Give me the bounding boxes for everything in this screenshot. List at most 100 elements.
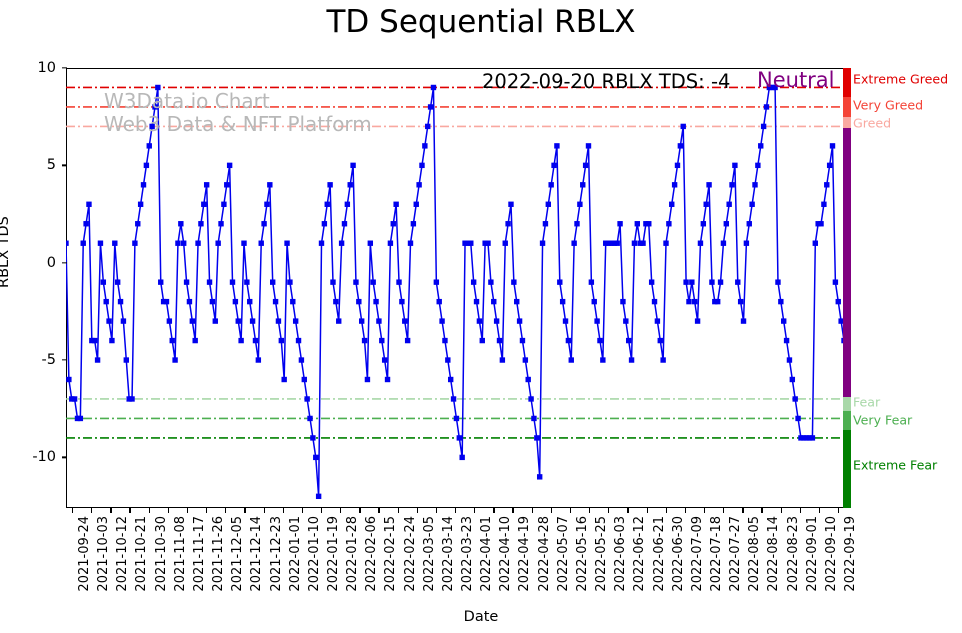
x-axis-tick-label: 2022-02-24 <box>402 516 418 592</box>
x-axis-tick-mark <box>416 508 418 513</box>
data-point <box>215 240 221 246</box>
data-point <box>155 84 161 91</box>
x-axis-tick-mark <box>186 508 189 513</box>
data-point <box>568 357 574 363</box>
y-axis-tick-label: 0 <box>46 254 56 271</box>
data-point <box>310 435 316 441</box>
data-point <box>712 298 718 305</box>
x-axis-tick-mark <box>608 508 610 513</box>
data-point <box>591 298 597 305</box>
x-axis-tick-label: 2022-03-05 <box>421 516 437 592</box>
colorbar-segment <box>843 430 851 508</box>
data-point <box>100 279 107 285</box>
x-axis-tick-mark <box>148 508 150 513</box>
x-axis-tick-label: 2022-07-18 <box>708 516 724 592</box>
data-point <box>514 298 520 305</box>
zone-label-extreme-fear: Extreme Fear <box>853 457 938 473</box>
data-point <box>402 318 408 324</box>
data-point <box>419 162 425 169</box>
x-axis-tick-label: 2021-12-14 <box>249 516 265 592</box>
data-point <box>737 298 744 305</box>
data-point <box>140 182 147 188</box>
data-point <box>212 318 218 324</box>
data-point <box>571 240 577 246</box>
data-point <box>666 221 672 227</box>
x-axis-tick-mark <box>263 508 265 513</box>
data-point <box>462 240 468 246</box>
y-axis-tick-label: 10 <box>37 60 56 76</box>
x-axis-tick-label: 2022-05-25 <box>594 516 610 592</box>
current-value-annotation: 2022-09-20 RBLX TDS: -4 <box>482 70 731 93</box>
data-point <box>307 415 313 422</box>
data-point <box>209 298 216 305</box>
x-axis-tick-mark <box>340 508 342 513</box>
data-point <box>373 298 379 305</box>
x-axis-tick-mark <box>665 508 667 513</box>
data-point <box>252 337 259 344</box>
tds-series-line <box>66 86 844 497</box>
data-point <box>255 357 262 363</box>
data-point <box>565 337 572 344</box>
data-point <box>358 318 365 324</box>
data-point <box>267 182 273 188</box>
x-axis-tick-mark <box>206 508 208 513</box>
data-point <box>700 221 707 227</box>
zone-label-extreme-greed: Extreme Greed <box>853 71 949 87</box>
x-axis-tick-label: 2022-01-01 <box>287 516 303 592</box>
x-axis-tick-label: 2022-09-19 <box>843 516 858 592</box>
data-point <box>281 376 287 383</box>
data-point <box>364 376 371 383</box>
data-point <box>450 396 457 402</box>
x-axis-tick-label: 2021-11-26 <box>211 516 227 592</box>
zone-label-greed: Greed <box>853 115 892 131</box>
x-axis-tick-mark <box>512 508 514 513</box>
data-point <box>353 279 359 285</box>
data-point <box>338 240 345 246</box>
data-point <box>611 240 618 246</box>
data-point <box>416 182 422 188</box>
x-axis-tick-mark <box>742 508 744 513</box>
data-point <box>516 318 523 324</box>
data-point <box>697 240 704 246</box>
x-axis-tick-mark <box>569 508 572 513</box>
data-point <box>838 318 844 324</box>
x-axis-tick-mark <box>91 508 93 513</box>
data-point <box>247 298 253 305</box>
data-point <box>390 221 396 227</box>
data-point <box>835 298 841 305</box>
data-point <box>94 357 101 363</box>
data-point <box>821 201 827 207</box>
data-point <box>114 279 121 285</box>
x-axis-tick-label: 2022-01-28 <box>345 516 361 592</box>
data-point <box>628 357 635 363</box>
data-point <box>539 240 546 246</box>
data-point <box>241 240 247 246</box>
data-point <box>792 396 798 402</box>
data-point <box>781 318 787 324</box>
data-point <box>631 240 638 246</box>
data-point <box>413 201 419 207</box>
data-point <box>270 279 276 285</box>
data-point <box>775 279 781 285</box>
data-point <box>238 337 244 344</box>
data-point <box>732 162 738 169</box>
data-point <box>295 337 302 344</box>
x-axis-tick-mark <box>531 508 533 513</box>
data-point <box>192 337 198 344</box>
data-point <box>264 201 270 207</box>
data-point <box>493 318 500 324</box>
data-point <box>379 337 385 344</box>
data-point <box>163 298 170 305</box>
x-axis-tick-mark <box>455 508 457 513</box>
data-point <box>829 143 836 149</box>
data-point <box>404 337 411 344</box>
data-point <box>597 337 603 344</box>
y-axis-tick-mark <box>62 456 67 459</box>
y-axis-tick-mark <box>62 164 67 166</box>
x-axis-tick-mark <box>589 508 591 513</box>
data-point <box>766 84 773 91</box>
data-point <box>356 298 362 305</box>
data-point <box>275 318 282 324</box>
data-point <box>143 162 150 169</box>
x-axis-tick-label: 2022-08-05 <box>747 516 763 592</box>
